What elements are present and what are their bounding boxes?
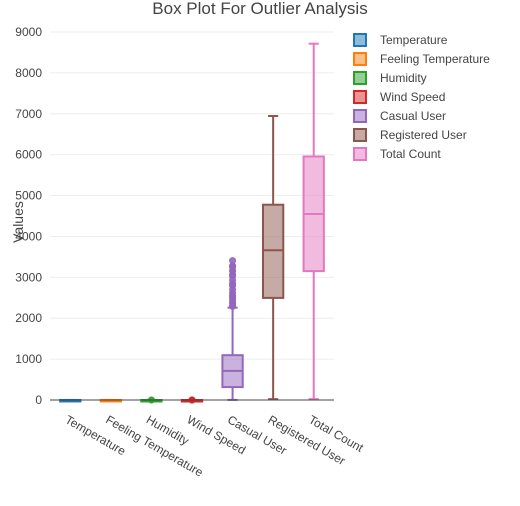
y-axis-ticks: 0 1000 2000 3000 4000 5000 6000 7000 8000 9000 [15,25,42,407]
y-tick-label-5000: 5000 [15,189,42,203]
box-total-count [302,42,325,401]
legend-label: Feeling Temperature [380,52,490,66]
y-axis-title: Values [10,201,26,243]
iqr-box [262,203,285,299]
legend-item-humidity[interactable]: Humidity [353,71,427,85]
legend-label: Wind Speed [380,90,445,104]
outlier-point-18 [229,257,237,265]
gridlines [50,31,334,360]
box-registered-user [262,114,285,401]
box-plot-series [59,42,325,404]
chart-title: Box Plot For Outlier Analysis [152,0,367,18]
legend-swatch [353,109,367,123]
legend-swatch [353,128,367,142]
legend-label: Casual User [380,109,446,123]
y-tick-label-7000: 7000 [15,107,42,121]
legend-swatch [353,52,367,66]
legend-label: Total Count [380,147,441,161]
legend-item-wind-speed[interactable]: Wind Speed [353,90,445,104]
legend-item-temperature[interactable]: Temperature [353,33,448,47]
y-tick-label-1000: 1000 [15,352,42,366]
legend-item-casual-user[interactable]: Casual User [353,109,446,123]
legend-label: Temperature [380,33,448,47]
y-tick-label-6000: 6000 [15,148,42,162]
legend-label: Registered User [380,128,467,142]
legend-swatch [353,90,367,104]
box-casual-user [221,257,244,401]
legend-swatch [353,71,367,85]
legend-item-registered-user[interactable]: Registered User [353,128,467,142]
y-tick-label-8000: 8000 [15,66,42,80]
y-tick-label-3000: 3000 [15,270,42,284]
legend[interactable]: Temperature Feeling Temperature Humidity Wi… [353,33,490,161]
legend-swatch [353,33,367,47]
y-tick-label-9000: 9000 [15,25,42,39]
legend-item-feeling-temperature[interactable]: Feeling Temperature [353,52,490,66]
legend-label: Humidity [380,71,427,85]
y-tick-label-2000: 2000 [15,311,42,325]
y-tick-label-4000: 4000 [15,229,42,243]
legend-swatch [353,147,367,161]
legend-item-total-count[interactable]: Total Count [353,147,441,161]
y-tick-label-0: 0 [35,393,42,407]
